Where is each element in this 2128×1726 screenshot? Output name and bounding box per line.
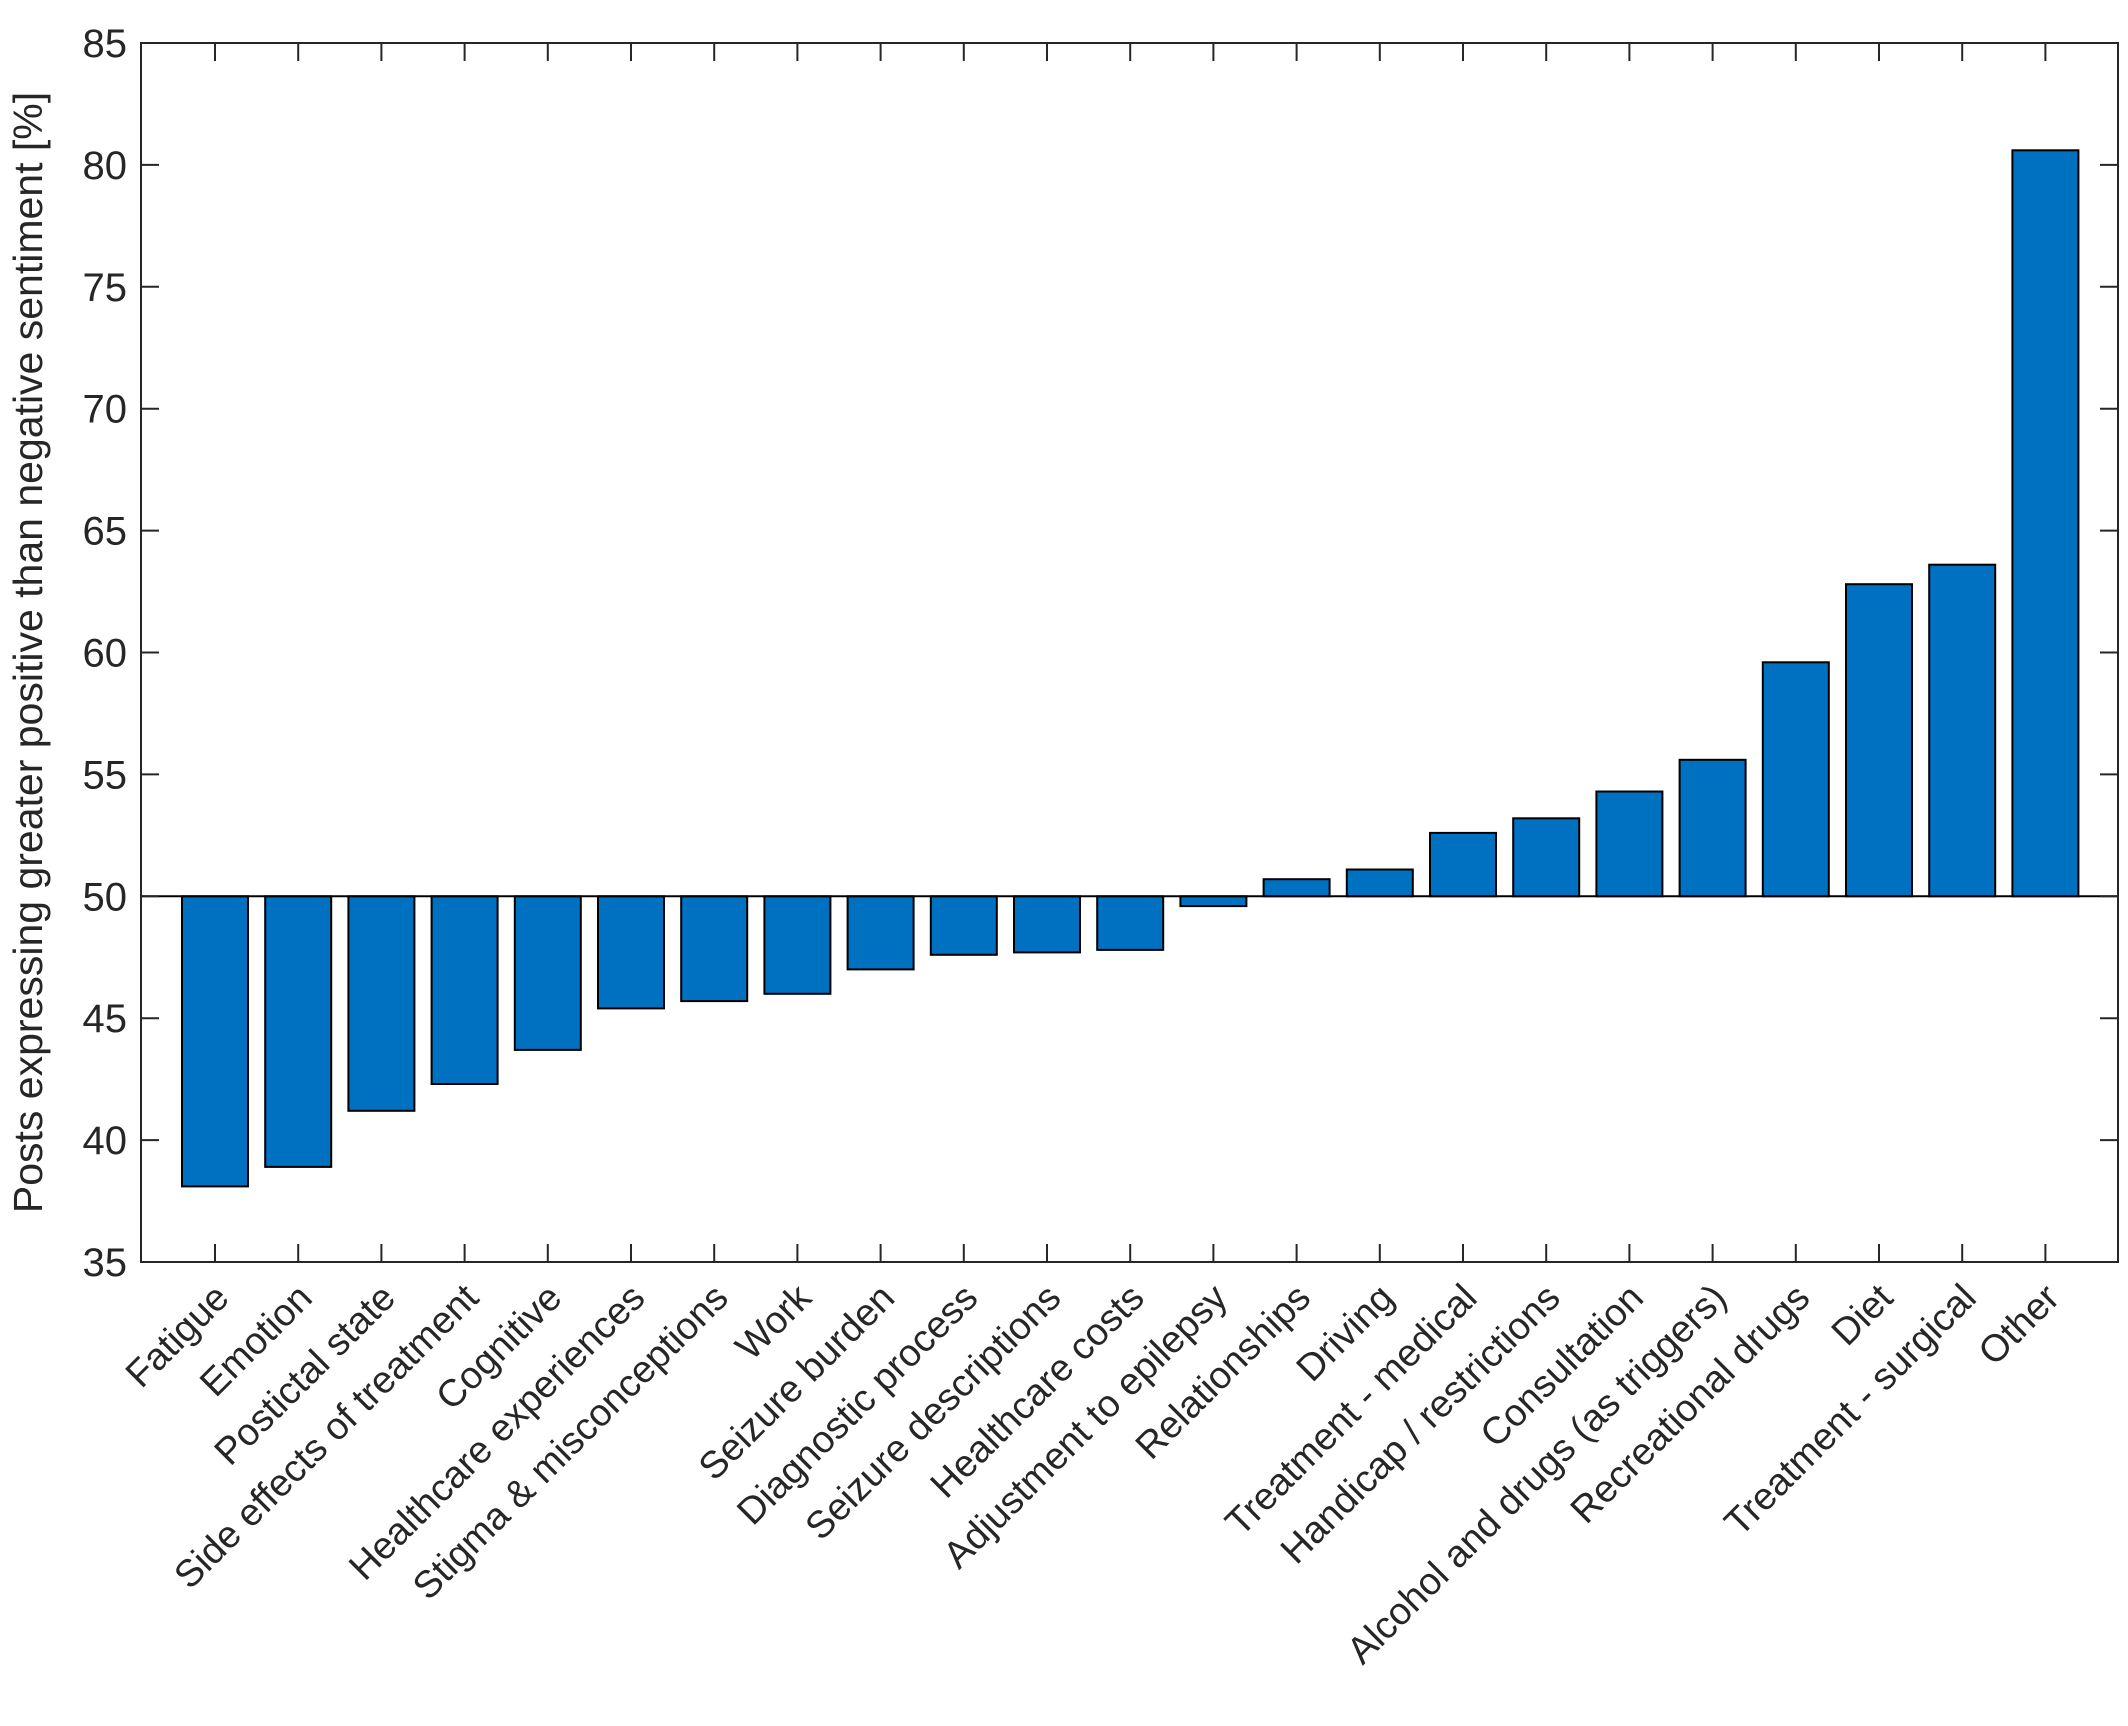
bar-healthcare-costs <box>1096 895 1165 951</box>
bars-layer <box>181 149 2080 1188</box>
bar-handicap-restrictions <box>1512 817 1581 898</box>
y-tick-label: 60 <box>83 632 128 676</box>
bar-side-effects-of-treatment <box>430 895 499 1085</box>
bar-adjustment-to-epilepsy <box>1179 895 1248 908</box>
bar-stigma-misconceptions <box>680 895 749 1003</box>
y-axis-ticks: 35 40 45 50 55 60 65 70 75 80 85 <box>83 22 2118 1285</box>
bar-treatment-surgical <box>1928 563 1997 898</box>
bar-healthcare-experiences <box>597 895 665 1010</box>
bar-driving <box>1345 868 1414 898</box>
y-tick-label: 85 <box>83 22 128 66</box>
y-tick-label: 40 <box>83 1119 128 1163</box>
y-tick-label: 35 <box>83 1241 128 1285</box>
bar-relationships <box>1262 878 1331 898</box>
bar-recreational-drugs <box>1761 661 1830 898</box>
x-category-label: Other <box>1971 1276 2068 1373</box>
y-tick-label: 75 <box>83 266 128 310</box>
bar-alcohol-and-drugs-as-triggers <box>1678 758 1747 898</box>
bar-diet <box>1845 583 1913 898</box>
bar-postictal-state <box>347 895 416 1112</box>
bar-diagnostic-process <box>929 895 998 956</box>
bar-other <box>2011 149 2080 898</box>
y-tick-label: 55 <box>83 753 128 797</box>
y-tick-label: 65 <box>83 510 128 554</box>
bar-consultation <box>1595 790 1664 898</box>
y-tick-label: 70 <box>83 388 128 432</box>
bar-seizure-descriptions <box>1013 895 1081 954</box>
bar-emotion <box>264 895 333 1168</box>
y-tick-label: 50 <box>83 875 128 919</box>
bar-work <box>763 895 832 995</box>
bar-cognitive <box>513 895 582 1051</box>
bar-fatigue <box>181 895 249 1188</box>
y-axis-title: Posts expressing greater positive than n… <box>5 92 51 1213</box>
y-tick-label: 45 <box>83 997 128 1041</box>
bar-treatment-medical <box>1429 831 1497 898</box>
y-tick-label: 80 <box>83 144 128 188</box>
bar-seizure-burden <box>846 895 915 971</box>
